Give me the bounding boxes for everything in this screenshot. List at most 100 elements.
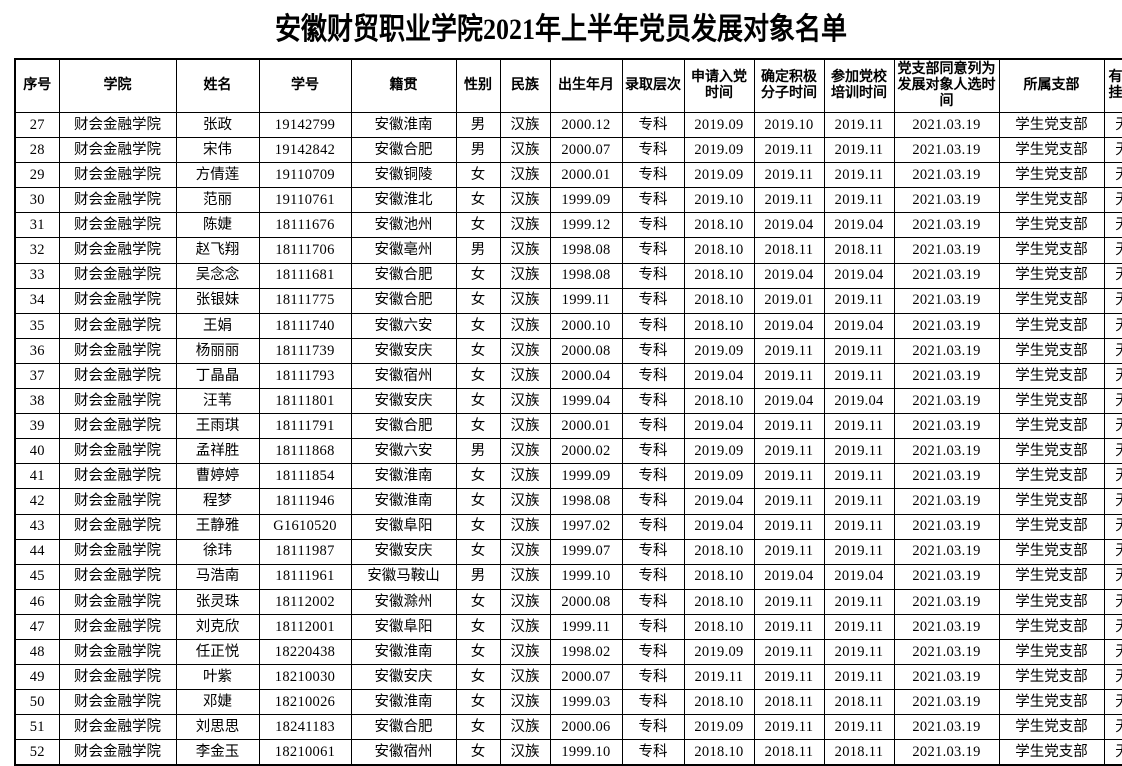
cell-gender: 女	[455, 538, 501, 565]
cell-apply-date: 2019.09	[683, 162, 755, 189]
cell-approval-date: 2021.03.19	[893, 187, 1000, 214]
cell-training-date: 2019.11	[823, 638, 895, 666]
cell-failed-course: 无	[1103, 463, 1122, 490]
cell-college: 财会金融学院	[58, 362, 177, 390]
cell-name: 叶紫	[175, 664, 260, 691]
cell-apply-date: 2019.09	[683, 111, 755, 139]
cell-apply-date: 2019.10	[683, 187, 755, 214]
cell-activist-date: 2019.11	[753, 714, 825, 741]
cell-level: 专科	[621, 438, 685, 465]
cell-college: 财会金融学院	[58, 638, 177, 666]
cell-index: 50	[14, 689, 60, 716]
cell-college: 财会金融学院	[58, 613, 177, 640]
cell-college: 财会金融学院	[58, 714, 177, 741]
cell-approval-date: 2021.03.19	[893, 287, 1000, 314]
cell-branch: 学生党支部	[998, 664, 1105, 691]
cell-college: 财会金融学院	[58, 212, 177, 239]
cell-birth-date: 1999.04	[549, 388, 623, 415]
cell-birth-date: 2000.08	[549, 337, 623, 364]
cell-birth-date: 1999.09	[549, 187, 623, 214]
cell-level: 专科	[621, 111, 685, 139]
cell-training-date: 2019.11	[823, 438, 895, 465]
cell-index: 29	[14, 162, 60, 189]
cell-approval-date: 2021.03.19	[893, 664, 1000, 691]
cell-college: 财会金融学院	[58, 137, 177, 164]
cell-level: 专科	[621, 212, 685, 239]
cell-name: 陈婕	[175, 212, 260, 239]
cell-training-date: 2019.11	[823, 588, 895, 615]
cell-name: 丁晶晶	[175, 362, 260, 390]
cell-failed-course: 无	[1103, 588, 1122, 615]
cell-training-date: 2019.11	[823, 513, 895, 540]
cell-ethnicity: 汉族	[499, 613, 551, 640]
cell-origin: 安徽合肥	[350, 413, 457, 440]
table-row: 41 财会金融学院 曹婷婷 18111854 安徽淮南女汉族 1999.09 专科 2019.…	[14, 463, 1122, 490]
cell-student-id: 19142799	[258, 111, 352, 139]
cell-approval-date: 2021.03.19	[893, 563, 1000, 590]
cell-ethnicity: 汉族	[499, 638, 551, 666]
column-header-college: 学院	[58, 58, 177, 113]
column-header-failed-course: 有无挂科	[1103, 58, 1122, 113]
cell-level: 专科	[621, 538, 685, 565]
cell-level: 专科	[621, 162, 685, 189]
column-header-activist-date: 确定积极分子时间	[753, 58, 825, 113]
cell-origin: 安徽淮南	[350, 689, 457, 716]
cell-index: 52	[14, 739, 60, 766]
cell-activist-date: 2019.11	[753, 337, 825, 364]
cell-birth-date: 2000.07	[549, 137, 623, 164]
cell-birth-date: 1999.09	[549, 463, 623, 490]
cell-birth-date: 1999.10	[549, 739, 623, 766]
cell-apply-date: 2019.09	[683, 137, 755, 164]
cell-apply-date: 2018.10	[683, 262, 755, 289]
cell-activist-date: 2019.11	[753, 187, 825, 214]
cell-student-id: 18111739	[258, 337, 352, 364]
cell-level: 专科	[621, 488, 685, 515]
cell-approval-date: 2021.03.19	[893, 714, 1000, 741]
cell-activist-date: 2019.10	[753, 111, 825, 139]
cell-level: 专科	[621, 262, 685, 289]
cell-gender: 女	[455, 413, 501, 440]
cell-index: 36	[14, 337, 60, 364]
cell-gender: 女	[455, 613, 501, 640]
cell-index: 41	[14, 463, 60, 490]
cell-index: 47	[14, 613, 60, 640]
cell-college: 财会金融学院	[58, 463, 177, 490]
cell-branch: 学生党支部	[998, 388, 1105, 415]
cell-origin: 安徽淮南	[350, 111, 457, 139]
cell-ethnicity: 汉族	[499, 337, 551, 364]
cell-gender: 女	[455, 212, 501, 239]
cell-origin: 安徽滁州	[350, 588, 457, 615]
cell-birth-date: 2000.04	[549, 362, 623, 390]
cell-apply-date: 2019.09	[683, 337, 755, 364]
cell-activist-date: 2019.04	[753, 312, 825, 339]
cell-apply-date: 2018.10	[683, 563, 755, 590]
cell-training-date: 2019.11	[823, 613, 895, 640]
cell-activist-date: 2019.11	[753, 588, 825, 615]
cell-failed-course: 无	[1103, 739, 1122, 766]
cell-index: 33	[14, 262, 60, 289]
cell-college: 财会金融学院	[58, 312, 177, 339]
cell-failed-course: 无	[1103, 137, 1122, 164]
cell-name: 范丽	[175, 187, 260, 214]
cell-ethnicity: 汉族	[499, 714, 551, 741]
cell-training-date: 2018.11	[823, 739, 895, 766]
cell-gender: 女	[455, 187, 501, 214]
cell-name: 杨丽丽	[175, 337, 260, 364]
cell-college: 财会金融学院	[58, 287, 177, 314]
cell-activist-date: 2019.11	[753, 513, 825, 540]
cell-approval-date: 2021.03.19	[893, 212, 1000, 239]
cell-branch: 学生党支部	[998, 362, 1105, 390]
cell-branch: 学生党支部	[998, 312, 1105, 339]
cell-apply-date: 2018.10	[683, 538, 755, 565]
column-header-approval-date: 党支部同意列为发展对象人选时间	[893, 58, 1000, 113]
cell-branch: 学生党支部	[998, 187, 1105, 214]
cell-gender: 男	[455, 563, 501, 590]
cell-ethnicity: 汉族	[499, 312, 551, 339]
cell-approval-date: 2021.03.19	[893, 689, 1000, 716]
table-row: 43 财会金融学院 王静雅 G1610520 安徽阜阳女汉族 1997.02 专科 2019.…	[14, 513, 1122, 540]
cell-college: 财会金融学院	[58, 111, 177, 139]
cell-college: 财会金融学院	[58, 337, 177, 364]
column-header-ethnicity: 民族	[499, 58, 551, 113]
cell-student-id: 18111676	[258, 212, 352, 239]
cell-birth-date: 1999.11	[549, 287, 623, 314]
